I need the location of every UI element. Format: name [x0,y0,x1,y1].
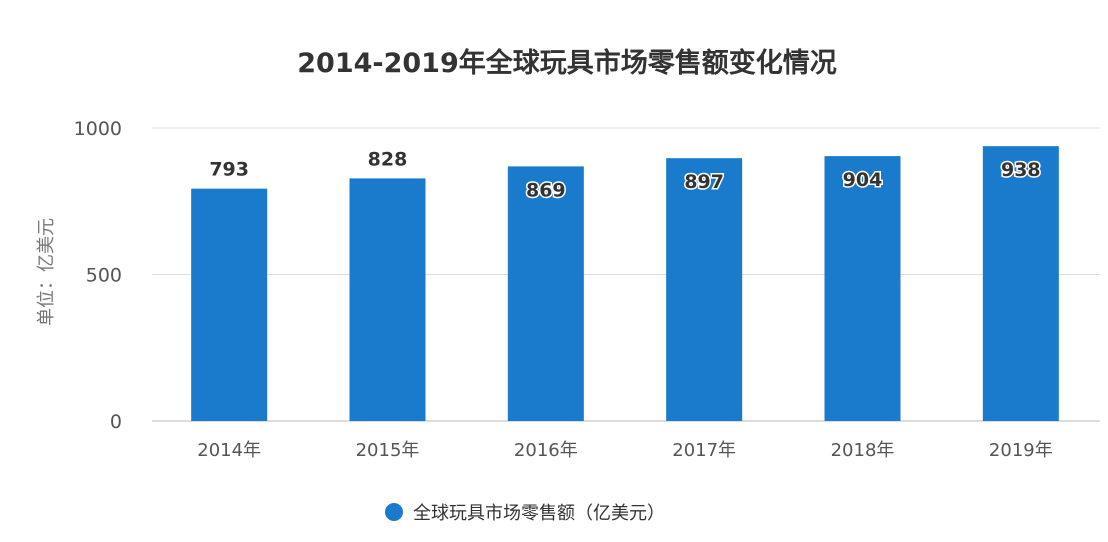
data-label: 828 [368,148,408,170]
x-tick-label: 2016年 [514,440,578,461]
x-tick-label: 2018年 [831,440,895,461]
y-axis-label: 单位：亿美元 [36,218,57,326]
bar [349,178,426,421]
legend-label: 全球玩具市场零售额（亿美元） [413,503,665,524]
legend: 全球玩具市场零售额（亿美元） [385,503,665,524]
gridlines [152,127,1100,422]
bar [666,158,743,421]
bar [191,188,268,421]
chart-title: 2014-2019年全球玩具市场零售额变化情况 [297,47,837,79]
data-label: 904 [843,169,883,191]
x-tick-label: 2019年 [989,440,1053,461]
bar [824,156,901,422]
data-label: 897 [684,171,724,193]
bar [982,146,1059,421]
y-tick-label: 0 [110,411,122,433]
data-labels: 793 828 869 897 904 938 [209,148,1042,202]
data-label: 938 [1001,159,1041,181]
x-tick-label: 2014年 [197,440,261,461]
x-tick-label: 2015年 [356,440,420,461]
legend-marker [385,503,403,521]
x-axis-ticks: 2014年 2015年 2016年 2017年 2018年 2019年 [197,440,1052,461]
y-tick-label: 1000 [74,118,122,140]
data-label: 793 [209,159,249,181]
bar [507,166,584,421]
data-label: 869 [526,179,566,201]
bars [191,146,1059,422]
y-axis-ticks: 0 500 1000 [74,118,122,433]
y-tick-label: 500 [86,265,122,287]
x-tick-label: 2017年 [672,440,736,461]
